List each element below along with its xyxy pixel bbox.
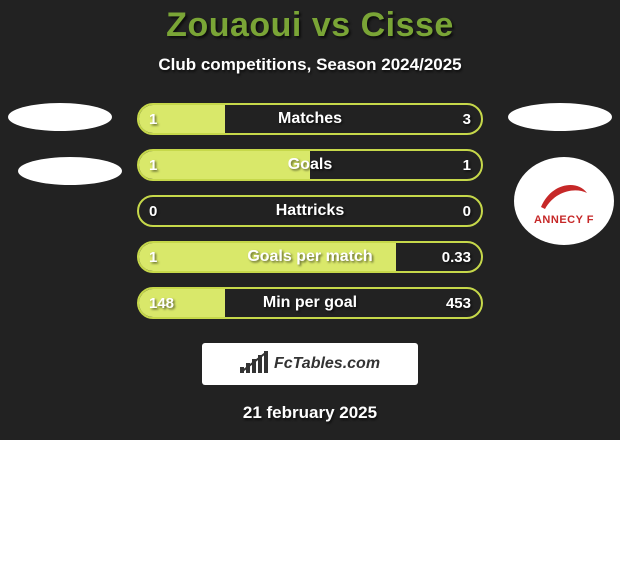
stat-value-right: 0 [463, 197, 471, 225]
stat-value-right: 3 [463, 105, 471, 133]
stat-bars-container: 1Matches3 1Goals1 0Hattricks0 1Goals per ma… [137, 103, 483, 319]
player-left-avatar-placeholder [8, 103, 112, 131]
stat-bar: 1Goals per match0.33 [137, 241, 483, 273]
stat-bar: 148Min per goal453 [137, 287, 483, 319]
stat-bar: 0Hattricks0 [137, 195, 483, 227]
stat-value-left: 0 [149, 197, 157, 225]
player-right-club-badge: ANNECY F [514, 157, 614, 245]
stat-bar-fill-left [139, 105, 225, 133]
stat-bar-fill-left [139, 151, 310, 179]
club-name-label: ANNECY F [534, 214, 594, 226]
player-left-club-placeholder [18, 157, 122, 185]
brand-bars-icon [240, 351, 268, 378]
club-badge-inner: ANNECY F [534, 177, 594, 226]
stat-value-right: 0.33 [442, 243, 471, 271]
content-root: Zouaoui vs Cisse Club competitions, Seas… [0, 0, 620, 580]
stat-value-right: 1 [463, 151, 471, 179]
stat-label: Hattricks [139, 197, 481, 225]
stat-bar-fill-left [139, 289, 225, 317]
date-label: 21 february 2025 [0, 403, 620, 423]
stat-bar: 1Matches3 [137, 103, 483, 135]
brand-box[interactable]: FcTables.com [202, 343, 418, 385]
player-right-avatar-placeholder [508, 103, 612, 131]
stats-area: ANNECY F 1Matches3 1Goals1 0Hattricks0 1Goa… [0, 103, 620, 319]
stat-bar: 1Goals1 [137, 149, 483, 181]
stat-value-right: 453 [446, 289, 471, 317]
club-swoosh-icon [537, 177, 591, 218]
subtitle: Club competitions, Season 2024/2025 [0, 55, 620, 75]
brand-text: FcTables.com [274, 355, 380, 373]
page-title: Zouaoui vs Cisse [0, 6, 620, 45]
stat-bar-fill-left [139, 243, 396, 271]
